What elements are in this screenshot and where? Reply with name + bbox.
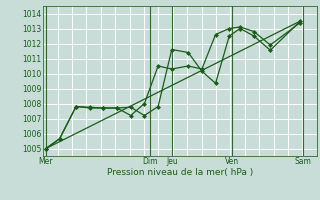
X-axis label: Pression niveau de la mer( hPa ): Pression niveau de la mer( hPa ) [107,168,253,177]
